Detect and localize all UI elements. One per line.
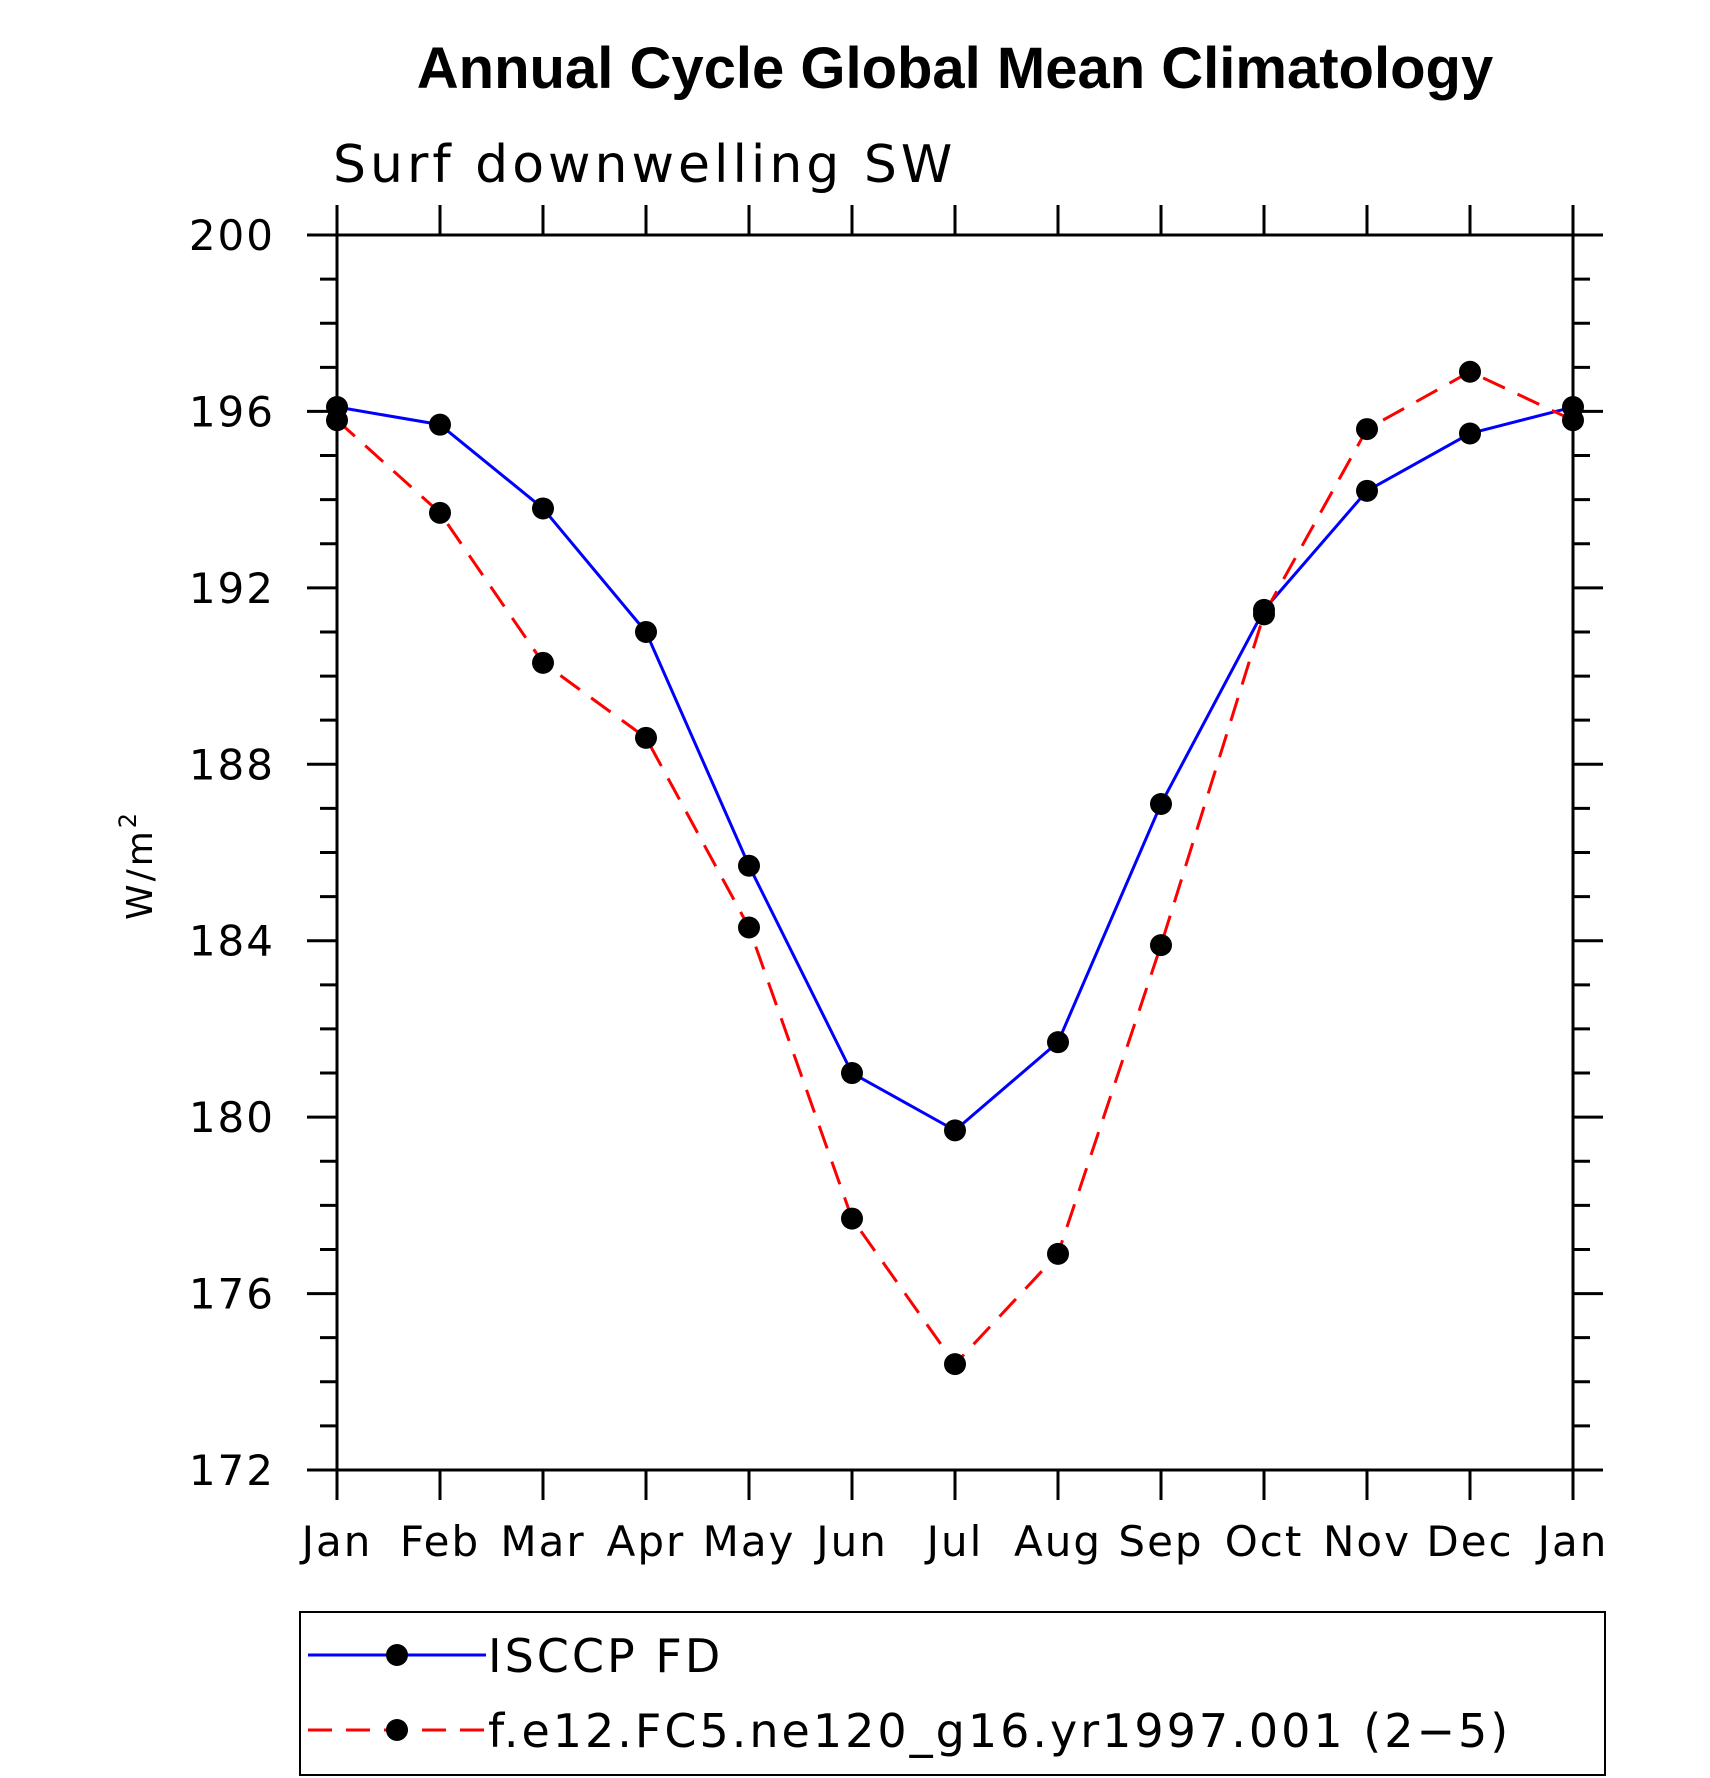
data-point-series-1 <box>1562 409 1584 432</box>
data-point-series-1 <box>635 726 657 749</box>
chart-title: Annual Cycle Global Mean Climatology <box>417 36 1493 101</box>
data-point-series-0 <box>738 854 760 877</box>
y-axis-label-text: W/m <box>120 828 161 920</box>
x-tick-label: Jan <box>1535 1517 1609 1566</box>
legend: ISCCP FD f.e12.FC5.ne120_g16.yr1997.001 … <box>299 1611 1606 1776</box>
data-point-series-1 <box>429 501 451 524</box>
x-tick-label: Sep <box>1118 1517 1203 1566</box>
data-point-series-0 <box>1356 479 1378 502</box>
plot-area-border <box>335 233 1575 1472</box>
data-point-series-0 <box>1459 422 1481 445</box>
x-tick-label: Dec <box>1426 1517 1513 1566</box>
y-tick-label: 176 <box>189 1270 275 1319</box>
x-tick-label: Feb <box>400 1517 480 1566</box>
y-axis-label-superscript: 2 <box>114 810 142 828</box>
y-tick-label: 172 <box>189 1446 275 1495</box>
chart-subtitle: Surf downwelling SW <box>333 135 956 195</box>
data-point-series-0 <box>429 413 451 436</box>
x-tick-label: Mar <box>500 1517 585 1566</box>
legend-swatch-isccp-marker <box>386 1644 408 1666</box>
data-point-series-0 <box>1047 1031 1069 1054</box>
legend-box <box>299 1611 1606 1776</box>
x-tick-label: Jul <box>924 1517 984 1566</box>
x-tick-label: Aug <box>1014 1517 1102 1566</box>
data-point-series-1 <box>738 916 760 939</box>
data-point-series-1 <box>944 1353 966 1376</box>
y-tick-label: 184 <box>189 917 275 966</box>
y-tick-labels: 172 176 180 184 188 192 196 200 <box>189 211 275 1495</box>
data-point-series-0 <box>532 497 554 520</box>
axis-ticks <box>307 205 1603 1500</box>
data-point-series-1 <box>326 409 348 432</box>
y-tick-label: 180 <box>189 1093 275 1142</box>
x-tick-label: Nov <box>1323 1517 1411 1566</box>
data-point-series-0 <box>944 1119 966 1142</box>
x-tick-labels: Jan Feb Mar Apr May Jun Jul Aug Sep Oct Nov Dec Jan <box>299 1517 1609 1566</box>
y-tick-label: 192 <box>189 564 275 613</box>
y-axis-label: W/m2 <box>114 810 161 920</box>
x-tick-label: Jun <box>813 1517 888 1566</box>
data-point-series-1 <box>1459 360 1481 383</box>
data-point-series-0 <box>1150 792 1172 815</box>
y-tick-label: 188 <box>189 740 275 789</box>
data-point-series-1 <box>1253 603 1275 626</box>
data-point-series-1 <box>1356 418 1378 441</box>
data-point-series-1 <box>1047 1242 1069 1265</box>
legend-label-model: f.e12.FC5.ne120_g16.yr1997.001 (2−5) <box>488 1704 1511 1758</box>
series-layer <box>326 360 1584 1376</box>
data-point-series-1 <box>1150 934 1172 957</box>
data-point-series-1 <box>532 651 554 674</box>
series-line-1 <box>335 370 1574 1366</box>
y-tick-label: 200 <box>189 211 275 260</box>
data-point-series-0 <box>841 1062 863 1085</box>
legend-label-isccp: ISCCP FD <box>488 1629 723 1683</box>
y-tick-label: 196 <box>189 387 275 436</box>
x-tick-label: Oct <box>1225 1517 1304 1566</box>
x-tick-label: May <box>703 1517 796 1566</box>
series-line-0 <box>336 405 1574 1132</box>
plot-frame <box>335 233 1575 1472</box>
legend-swatch-model-marker <box>386 1719 408 1741</box>
x-tick-label: Jan <box>299 1517 373 1566</box>
x-tick-label: Apr <box>607 1517 686 1566</box>
data-point-series-1 <box>841 1207 863 1230</box>
data-point-series-0 <box>635 620 657 643</box>
